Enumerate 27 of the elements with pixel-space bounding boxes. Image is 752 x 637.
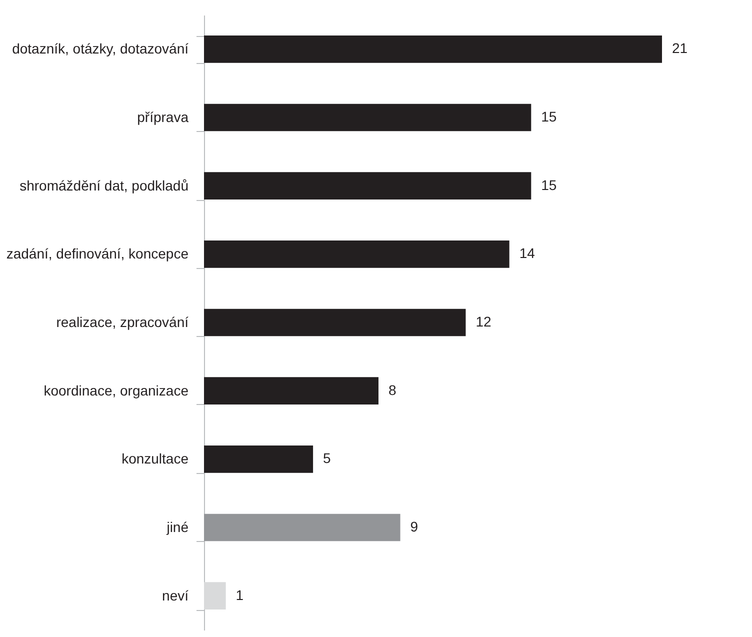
y-tick-label: jiné [166,519,189,535]
y-tick-label: příprava [137,109,189,125]
y-tick-label: realizace, zpracování [56,314,189,330]
bar [204,514,400,542]
y-tick-label: konzultace [122,450,189,467]
data-label: 14 [519,245,536,262]
y-tick-label: zadání, definování, koncepce [6,246,189,262]
data-label: 15 [541,108,557,124]
bar [204,172,532,200]
bar [204,104,532,132]
bar [204,36,662,63]
data-label: 5 [323,450,332,466]
bar [204,446,314,473]
y-tick-label: dotazník, otázky, dotazování [12,40,189,57]
data-label: 15 [541,176,557,193]
y-tick-label: shromáždění dat, podkladů [20,177,188,194]
y-tick-label: neví [162,587,189,604]
data-label: 9 [410,518,418,534]
data-label: 12 [476,314,492,330]
data-label: 21 [672,40,688,56]
y-tick-label: koordinace, organizace [44,382,189,398]
data-label: 1 [236,586,244,603]
bar [204,582,226,610]
bar [204,377,378,404]
data-label: 8 [388,382,396,398]
bar [204,240,510,268]
bar [204,308,466,336]
